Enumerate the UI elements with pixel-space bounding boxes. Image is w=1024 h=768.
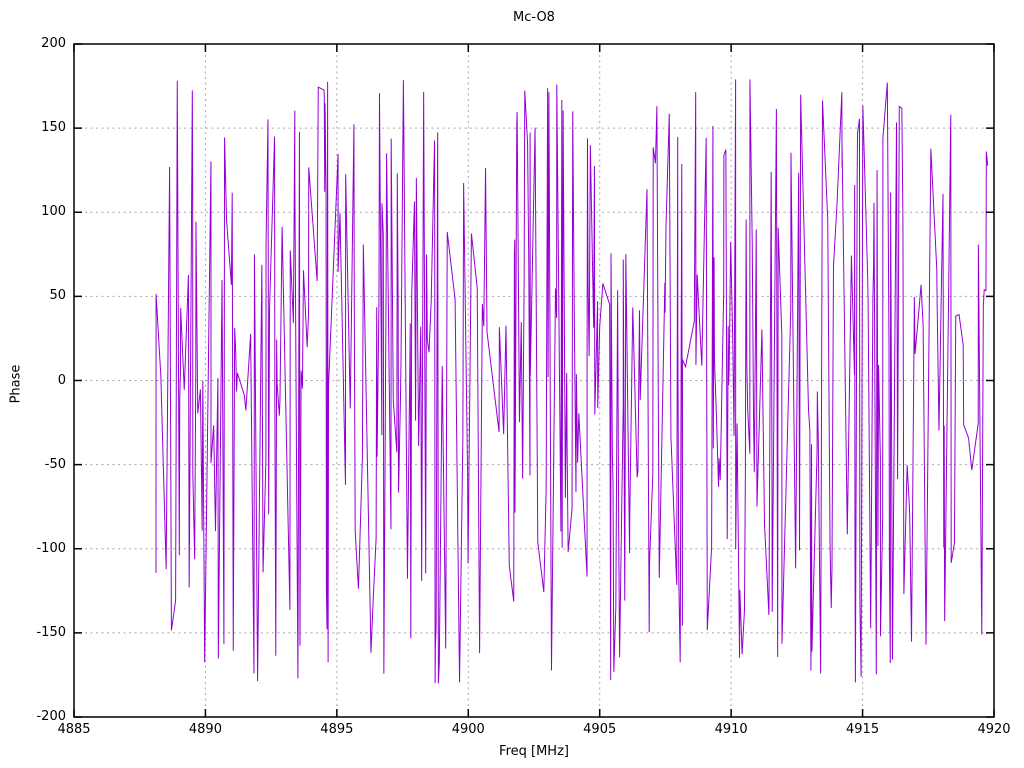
y-tick-label-100: 100 [41, 204, 66, 220]
x-tick-label-4900: 4900 [451, 722, 485, 737]
y-tick-label-50: 50 [49, 288, 66, 304]
x-tick-label-4920: 4920 [977, 722, 1011, 737]
y-tick-label-0: 0 [57, 372, 66, 388]
y-tick-label--150: -150 [36, 624, 66, 640]
x-tick-label-4910: 4910 [714, 722, 748, 737]
chart-title: Mc-O8 [513, 10, 555, 25]
x-tick-label-4885: 4885 [57, 722, 91, 737]
y-tick-label--50: -50 [44, 456, 66, 472]
y-tick-label-150: 150 [41, 120, 66, 136]
x-axis-label: Freq [MHz] [499, 744, 569, 759]
x-tick-label-4890: 4890 [188, 722, 222, 737]
y-tick-label-200: 200 [41, 36, 66, 51]
x-tick-label-4915: 4915 [846, 722, 880, 737]
x-tick-label-4895: 4895 [320, 722, 354, 737]
y-tick-label--100: -100 [36, 540, 66, 556]
phase-trace [155, 79, 989, 684]
y-tick-label--200: -200 [36, 709, 66, 724]
x-tick-label-4905: 4905 [583, 722, 617, 737]
